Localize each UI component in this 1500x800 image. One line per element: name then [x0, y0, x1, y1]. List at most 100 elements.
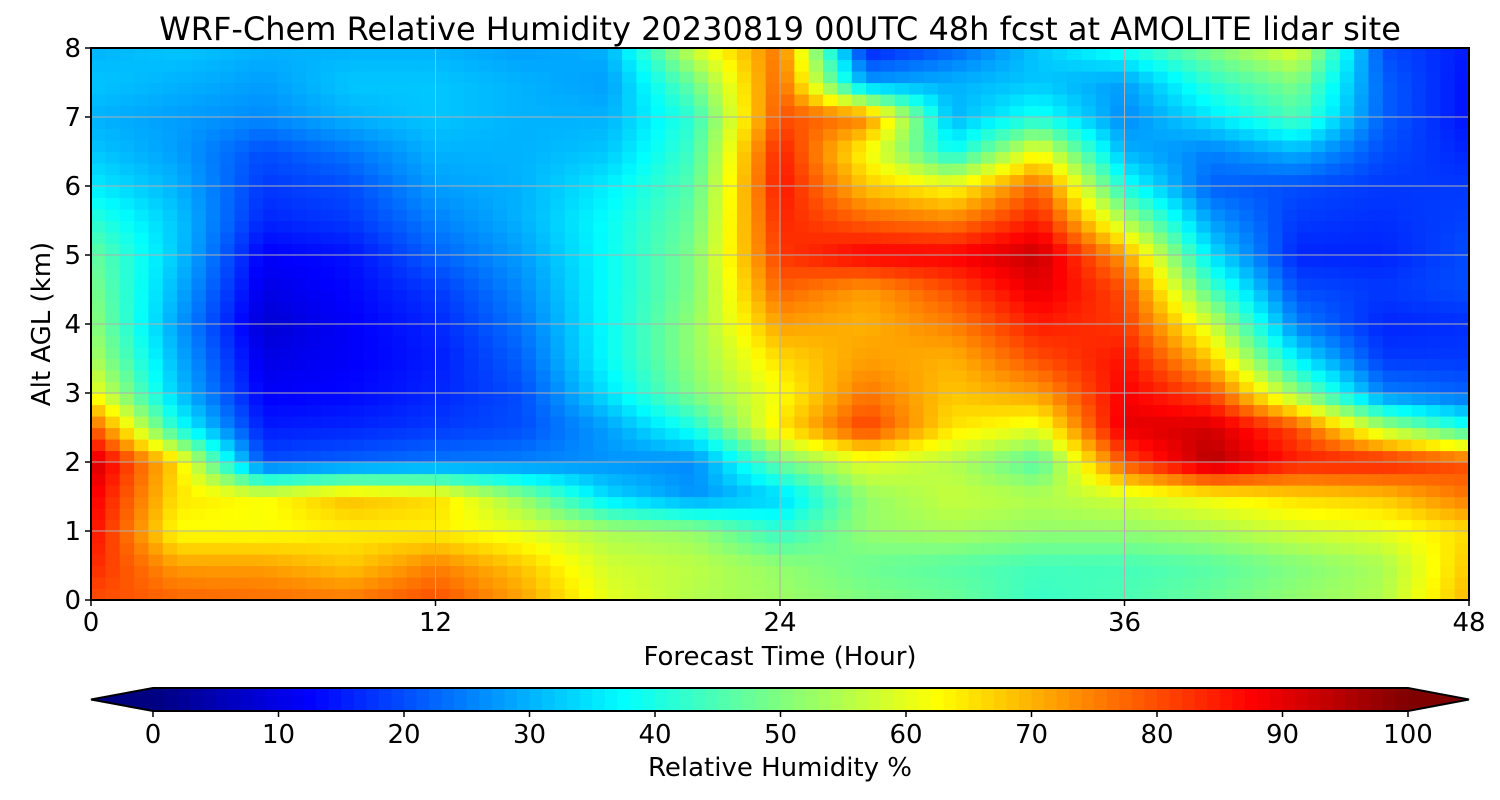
heatmap-cell [277, 266, 293, 279]
heatmap-cell [162, 439, 178, 452]
heatmap-cell [263, 565, 279, 578]
heatmap-cell [579, 140, 594, 153]
heatmap-cell [435, 220, 451, 233]
heatmap-cell [234, 151, 250, 164]
heatmap-cell [1110, 370, 1126, 383]
heatmap-cell [593, 370, 609, 383]
heatmap-cell [464, 209, 480, 222]
heatmap-cell [995, 577, 1011, 590]
heatmap-cell [780, 128, 795, 141]
heatmap-cell [1382, 324, 1398, 337]
heatmap-cell [1138, 220, 1154, 233]
heatmap-cell [349, 324, 365, 337]
heatmap-cell [464, 151, 480, 164]
heatmap-cell [708, 220, 724, 233]
heatmap-cell [1196, 519, 1212, 532]
colorbar-segment [303, 688, 317, 711]
x-axis-label: Forecast Time (Hour) [643, 642, 916, 672]
heatmap-cell [866, 59, 882, 72]
heatmap-cell [1239, 278, 1255, 291]
heatmap-cell [91, 531, 106, 544]
heatmap-cell [162, 312, 178, 325]
heatmap-cell [1153, 370, 1169, 383]
colorbar-segment [1182, 688, 1196, 711]
heatmap-cell [277, 370, 293, 383]
heatmap-cell [320, 416, 336, 429]
heatmap-cell [378, 105, 394, 118]
heatmap-cell [1440, 324, 1456, 337]
heatmap-cell [1382, 393, 1398, 406]
heatmap-cell [550, 439, 566, 452]
heatmap-cell [650, 542, 666, 555]
heatmap-cell [1325, 347, 1341, 360]
heatmap-cell [1411, 140, 1427, 153]
heatmap-cell [1296, 71, 1312, 84]
colorbar-segment [529, 688, 543, 711]
heatmap-cell [622, 82, 638, 95]
heatmap-cell [1196, 278, 1212, 291]
heatmap-cell [1454, 151, 1470, 164]
heatmap-cell [1052, 519, 1068, 532]
heatmap-cell [478, 278, 494, 291]
heatmap-cell [665, 542, 681, 555]
heatmap-cell [91, 542, 106, 555]
heatmap-cell [751, 565, 767, 578]
heatmap-cell [722, 370, 738, 383]
heatmap-cell [1138, 209, 1154, 222]
heatmap-cell [119, 519, 135, 532]
heatmap-cell [1339, 301, 1355, 314]
heatmap-cell [1081, 197, 1097, 210]
heatmap-cell [1282, 312, 1298, 325]
heatmap-cell [435, 519, 451, 532]
heatmap-cell [119, 347, 135, 360]
heatmap-cell [780, 542, 795, 555]
heatmap-cell [1224, 289, 1240, 302]
heatmap-cell [650, 450, 666, 463]
heatmap-cell [679, 163, 695, 176]
heatmap-cell [162, 393, 178, 406]
heatmap-cell [277, 151, 293, 164]
heatmap-cell [1311, 117, 1327, 130]
heatmap-cell [650, 554, 666, 567]
heatmap-cell [1095, 358, 1111, 371]
heatmap-cell [636, 588, 652, 601]
heatmap-cell [320, 554, 336, 567]
heatmap-cell [1354, 531, 1370, 544]
heatmap-cell [1368, 174, 1384, 187]
heatmap-cell [1368, 220, 1384, 233]
heatmap-cell [622, 358, 638, 371]
heatmap-cell [1354, 163, 1370, 176]
heatmap-cell [593, 335, 609, 348]
heatmap-cell [923, 140, 939, 153]
heatmap-cell [980, 416, 996, 429]
heatmap-cell [119, 117, 135, 130]
heatmap-cell [650, 335, 666, 348]
colorbar-segment [165, 688, 179, 711]
heatmap-cell [177, 186, 193, 199]
heatmap-cell [1067, 140, 1083, 153]
heatmap-cell [91, 59, 106, 72]
heatmap-cell [1268, 266, 1283, 279]
heatmap-cell [191, 232, 207, 245]
heatmap-cell [1411, 358, 1427, 371]
heatmap-cell [105, 542, 121, 555]
heatmap-cell [693, 174, 709, 187]
heatmap-cell [248, 588, 264, 601]
heatmap-cell [923, 278, 939, 291]
heatmap-cell [622, 416, 638, 429]
heatmap-cell [1368, 209, 1384, 222]
heatmap-cell [722, 462, 738, 475]
heatmap-cell [1253, 48, 1269, 61]
heatmap-cell [105, 255, 121, 268]
heatmap-cell [722, 94, 738, 107]
heatmap-cell [751, 381, 767, 394]
heatmap-cell [1382, 508, 1398, 521]
heatmap-cell [880, 220, 896, 233]
heatmap-cell [1239, 243, 1255, 256]
heatmap-cell [1354, 404, 1370, 417]
heatmap-cell [622, 289, 638, 302]
heatmap-cell [1081, 232, 1097, 245]
heatmap-cell [980, 128, 996, 141]
heatmap-cell [1296, 232, 1312, 245]
heatmap-cell [1454, 163, 1470, 176]
